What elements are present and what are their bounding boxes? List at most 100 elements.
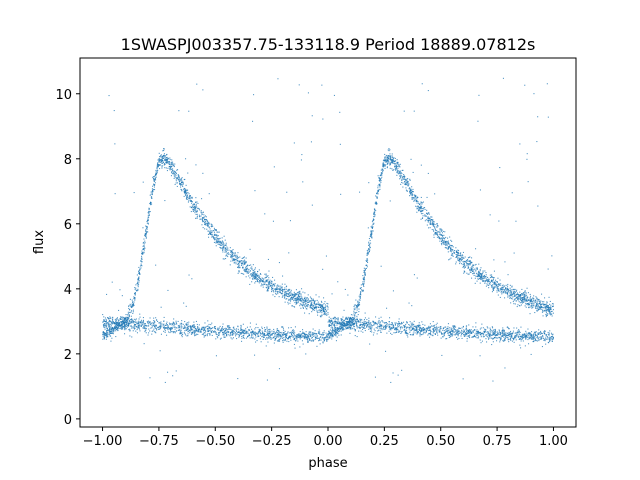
data-point: [477, 271, 479, 273]
data-point: [504, 292, 506, 294]
data-point: [393, 332, 395, 334]
data-point: [130, 321, 132, 323]
data-point: [153, 324, 155, 326]
data-point: [105, 336, 107, 338]
data-point: [155, 173, 157, 175]
data-point: [488, 282, 490, 284]
data-point: [311, 337, 313, 339]
data-point: [444, 243, 446, 245]
data-point: [506, 332, 508, 334]
data-point: [186, 193, 188, 195]
data-point: [374, 214, 376, 216]
data-point: [367, 321, 369, 323]
data-point: [154, 331, 156, 333]
data-point: [445, 329, 447, 331]
data-point: [144, 323, 146, 325]
data-point: [537, 116, 539, 118]
data-point: [220, 247, 222, 249]
data-point: [291, 333, 293, 335]
data-point: [181, 320, 183, 322]
data-point: [249, 248, 251, 250]
data-point: [280, 337, 282, 339]
data-point: [143, 245, 145, 247]
data-point: [490, 331, 492, 333]
data-point: [365, 267, 367, 269]
data-point: [216, 336, 218, 338]
data-point: [509, 287, 511, 289]
data-point: [398, 330, 400, 332]
data-point: [185, 327, 187, 329]
data-point: [122, 321, 124, 323]
data-point: [549, 336, 551, 338]
data-point: [470, 332, 472, 334]
data-point: [205, 326, 207, 328]
data-point: [416, 327, 418, 329]
data-point: [505, 336, 507, 338]
data-point: [132, 303, 134, 305]
data-point: [527, 333, 529, 335]
data-point: [524, 305, 526, 307]
data-point: [181, 184, 183, 186]
data-point: [324, 304, 326, 306]
data-point: [436, 326, 438, 328]
data-point: [500, 291, 502, 293]
data-point: [550, 332, 552, 334]
data-point: [272, 283, 274, 285]
data-point: [192, 329, 194, 331]
data-point: [123, 321, 125, 323]
data-point: [175, 327, 177, 329]
data-point: [297, 300, 299, 302]
data-point: [276, 333, 278, 335]
data-point: [262, 332, 264, 334]
data-point: [425, 219, 427, 221]
data-point: [469, 260, 471, 262]
data-point: [229, 264, 231, 266]
data-point: [247, 272, 249, 274]
data-point: [125, 324, 127, 326]
data-point: [223, 334, 225, 336]
data-point: [511, 340, 513, 342]
data-point: [219, 325, 221, 327]
data-point: [529, 299, 531, 301]
data-point: [514, 290, 516, 292]
data-point: [122, 320, 124, 322]
data-point: [105, 318, 107, 320]
data-point: [267, 333, 269, 335]
data-point: [204, 326, 206, 328]
data-point: [538, 332, 540, 334]
data-point: [316, 306, 318, 308]
data-point: [462, 261, 464, 263]
data-point: [203, 334, 205, 336]
data-point: [156, 171, 158, 173]
data-point: [461, 257, 463, 259]
data-point: [277, 78, 279, 80]
data-point: [381, 320, 383, 322]
data-point: [524, 335, 526, 337]
data-point: [183, 327, 185, 329]
data-point: [380, 316, 382, 318]
data-point: [340, 327, 342, 329]
data-point: [388, 326, 390, 328]
data-point: [503, 332, 505, 334]
data-point: [401, 326, 403, 328]
data-point: [360, 287, 362, 289]
data-point: [548, 308, 550, 310]
data-point: [425, 215, 427, 217]
data-point: [142, 320, 144, 322]
data-point: [364, 324, 366, 326]
data-point: [511, 333, 513, 335]
data-point: [513, 295, 515, 297]
data-point: [386, 156, 388, 158]
data-point: [227, 326, 229, 328]
data-point: [171, 159, 173, 161]
data-point: [332, 333, 334, 335]
data-point: [443, 333, 445, 335]
data-point: [456, 332, 458, 334]
data-point: [279, 291, 281, 293]
data-point: [135, 324, 137, 326]
data-point: [273, 285, 275, 287]
data-point: [407, 336, 409, 338]
data-point: [102, 324, 104, 326]
data-point: [161, 156, 163, 158]
data-point: [201, 326, 203, 328]
